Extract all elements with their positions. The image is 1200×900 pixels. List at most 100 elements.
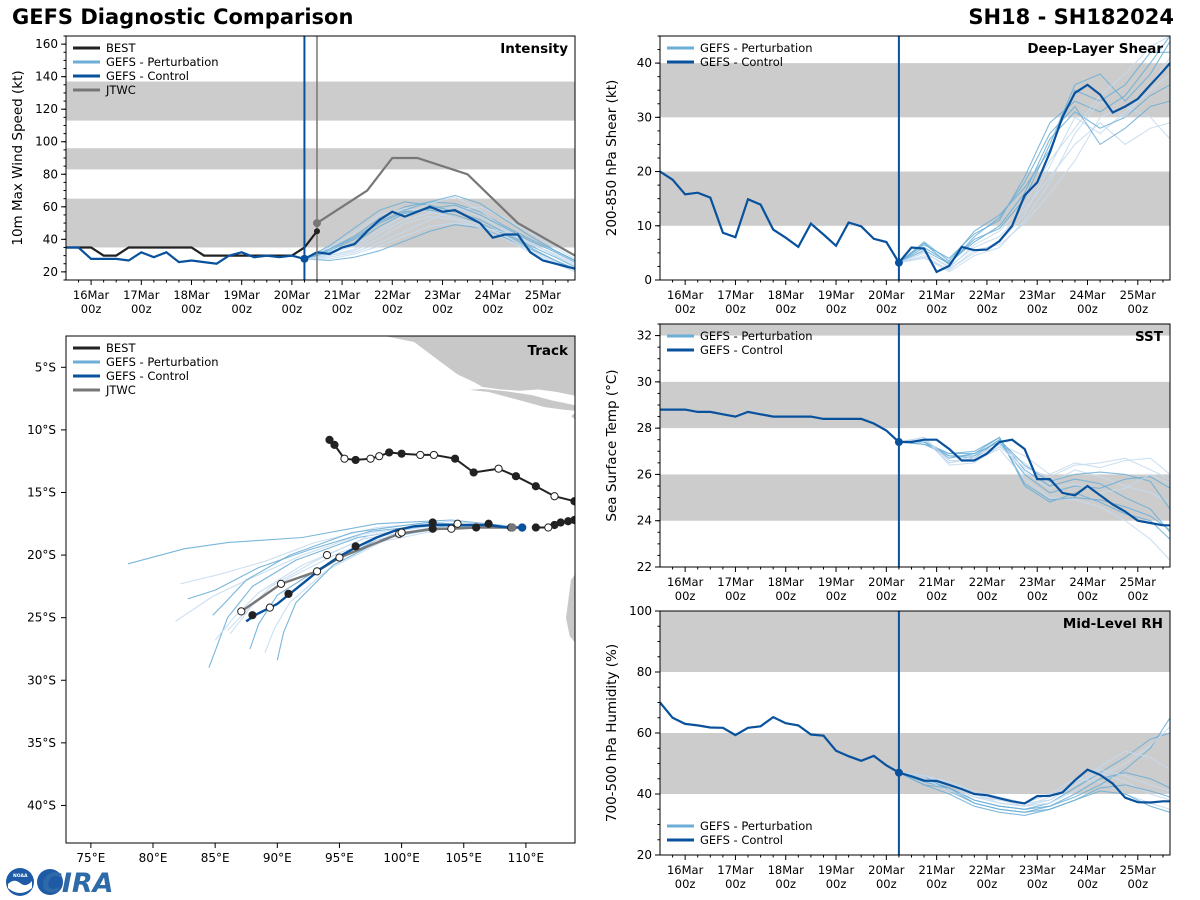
track-ytick-label-6: 35°S xyxy=(27,736,56,750)
rh-xtick-label-hour-9: 00z xyxy=(1127,877,1148,891)
intensity-ytick-label-6: 140 xyxy=(35,70,58,84)
track-legend-label-perturbation: GEFS - Perturbation xyxy=(106,355,219,369)
sst-xtick-label-date-0: 16Mar xyxy=(667,575,704,589)
page-title: GEFS Diagnostic Comparison xyxy=(12,5,354,29)
track-best-line-north xyxy=(328,439,575,503)
rh-xtick-label-hour-0: 00z xyxy=(675,877,696,891)
shear-perturbation-line-6 xyxy=(898,84,1170,264)
shear-xtick-label-date-5: 21Mar xyxy=(918,288,955,302)
track-best-marker-15 xyxy=(550,492,559,501)
shear-xtick-label-date-6: 22Mar xyxy=(969,288,1006,302)
rh-band-0 xyxy=(660,733,1170,794)
intensity-plot-area xyxy=(66,81,575,273)
rh-plot-area xyxy=(660,611,1170,816)
sst-xtick-label-hour-0: 00z xyxy=(675,589,696,603)
shear-xtick-label-hour-8: 00z xyxy=(1077,302,1098,316)
shear-perturbation-line-2 xyxy=(898,36,1170,264)
track-title: Track xyxy=(528,343,569,359)
sst-panel: 22242628303216Mar00z17Mar00z18Mar00z19Ma… xyxy=(604,323,1171,603)
intensity-xtick-label-hour-3: 00z xyxy=(231,302,252,316)
track-ytick-label-5: 30°S xyxy=(27,673,56,687)
shear-perturbation-line-8 xyxy=(898,100,1170,266)
intensity-perturbation-line-7 xyxy=(304,207,575,271)
rh-legend-label-perturbation: GEFS - Perturbation xyxy=(700,819,813,833)
intensity-xtick-label-hour-8: 00z xyxy=(482,302,503,316)
track-perturbation-line-6 xyxy=(249,525,523,650)
track-ytick-label-1: 10°S xyxy=(27,423,56,437)
rh-control-line xyxy=(660,701,1170,805)
shear-ytick-label-4: 40 xyxy=(637,56,652,70)
shear-band-0 xyxy=(660,171,1170,226)
intensity-xtick-label-date-3: 19Mar xyxy=(224,288,261,302)
rh-xtick-label-date-2: 18Mar xyxy=(768,863,805,877)
intensity-best-end-marker xyxy=(313,228,320,235)
rh-xtick-label-hour-3: 00z xyxy=(826,877,847,891)
track-jtwc-marker-2 xyxy=(447,524,456,533)
track-xtick-label-6: 105°E xyxy=(446,851,483,865)
shear-perturbation-line-3 xyxy=(898,122,1170,268)
track-legend-label-control: GEFS - Control xyxy=(106,369,189,383)
sst-xtick-label-hour-1: 00z xyxy=(725,589,746,603)
shear-perturbation-line-4 xyxy=(898,51,1170,264)
shear-xtick-label-hour-4: 00z xyxy=(876,302,897,316)
sst-ytick-label-3: 28 xyxy=(637,421,652,435)
intensity-title: Intensity xyxy=(500,41,568,57)
rh-xtick-label-hour-7: 00z xyxy=(1027,877,1048,891)
shear-xtick-label-date-3: 19Mar xyxy=(818,288,855,302)
track-control-marker-3 xyxy=(428,518,437,527)
track-perturbation-line-2 xyxy=(187,523,523,600)
sst-ytick-label-2: 26 xyxy=(637,467,652,481)
shear-ylabel: 200-850 hPa Shear (kt) xyxy=(604,80,620,237)
intensity-xtick-label-hour-7: 00z xyxy=(432,302,453,316)
rh-ytick-label-2: 60 xyxy=(637,726,652,740)
sst-xtick-label-hour-8: 00z xyxy=(1077,589,1098,603)
track-control-marker-2 xyxy=(453,519,462,528)
shear-xtick-label-date-4: 20Mar xyxy=(868,288,905,302)
shear-legend-label-control: GEFS - Control xyxy=(700,55,783,69)
track-ytick-label-3: 20°S xyxy=(27,548,56,562)
track-best-marker-9 xyxy=(429,450,439,460)
shear-xtick-label-hour-6: 00z xyxy=(977,302,998,316)
intensity-band-2 xyxy=(66,81,575,121)
intensity-jtwc-line xyxy=(316,156,575,257)
noaa-wave-icon xyxy=(8,880,32,893)
track-jtwc-marker-1 xyxy=(472,523,481,532)
rh-ylabel: 700-500 hPa Humidity (%) xyxy=(604,644,620,822)
sst-control-line xyxy=(660,408,1170,527)
track-land-lesser-sunda xyxy=(570,412,575,421)
intensity-ytick-label-3: 80 xyxy=(43,167,58,181)
track-jtwc-start-marker xyxy=(508,523,517,532)
track-ytick-label-0: 5°S xyxy=(35,360,56,374)
intensity-xtick-label-date-7: 23Mar xyxy=(424,288,461,302)
intensity-jtwc-init-marker xyxy=(312,219,321,228)
track-ytick-label-4: 25°S xyxy=(27,611,56,625)
rh-legend-label-control: GEFS - Control xyxy=(700,833,783,847)
sst-xtick-label-hour-4: 00z xyxy=(876,589,897,603)
intensity-ytick-label-5: 120 xyxy=(35,102,58,116)
rh-xtick-label-hour-1: 00z xyxy=(725,877,746,891)
rh-perturbation-line-8 xyxy=(898,772,1170,813)
track-xtick-label-7: 110°E xyxy=(508,851,545,865)
rh-ytick-label-1: 40 xyxy=(637,787,652,801)
intensity-xtick-label-date-6: 22Mar xyxy=(374,288,411,302)
sst-ytick-label-0: 22 xyxy=(637,560,652,574)
storm-id-title: SH18 - SH182024 xyxy=(968,5,1174,29)
rh-perturbation-line-9 xyxy=(898,769,1170,807)
intensity-xtick-label-date-1: 17Mar xyxy=(123,288,160,302)
track-land-australia-nw xyxy=(565,573,575,644)
sst-perturbation-line-6 xyxy=(898,438,1170,510)
track-panel: 75°E 80°E 85°E 90°E 95°E 100°E 105°E 110°E 5°S 10… xyxy=(27,335,576,865)
rh-ytick-label-3: 80 xyxy=(637,665,652,679)
sst-plot-area xyxy=(660,324,1170,561)
intensity-xtick-label-date-2: 18Mar xyxy=(173,288,210,302)
cira-logo-text: CIRA xyxy=(42,868,114,898)
track-perturbation-line-1 xyxy=(180,520,523,585)
intensity-perturbation-line-5 xyxy=(304,196,575,265)
track-control-marker-5 xyxy=(351,542,360,551)
intensity-band-1 xyxy=(66,148,575,170)
intensity-perturbation-line-6 xyxy=(304,224,575,270)
track-jtwc-marker-7 xyxy=(276,579,286,588)
track-perturbation-line-11 xyxy=(229,524,523,635)
intensity-control-line xyxy=(66,205,575,270)
